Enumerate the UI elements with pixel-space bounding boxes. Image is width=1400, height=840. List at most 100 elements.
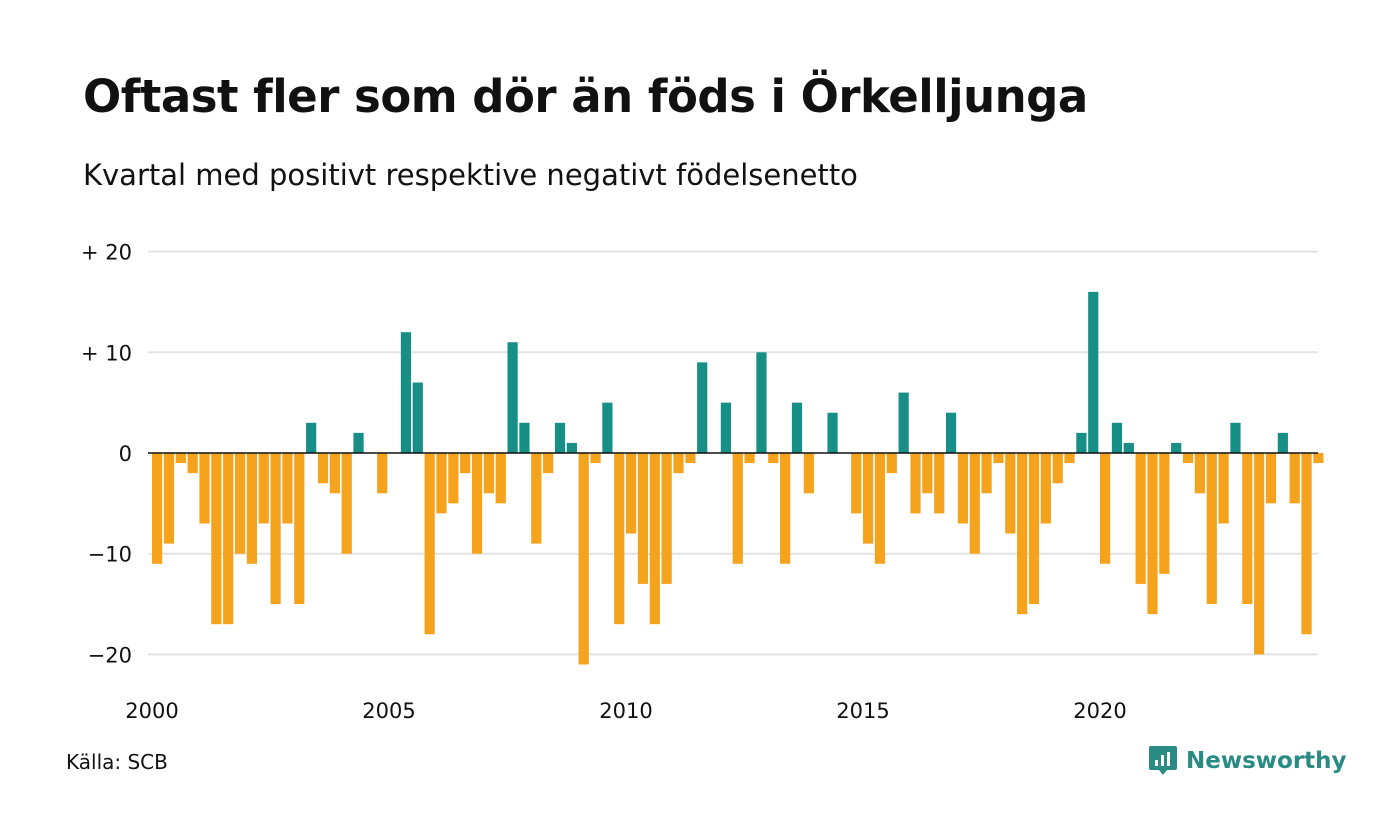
bar	[1206, 453, 1217, 605]
bar	[1052, 453, 1063, 484]
bar	[543, 453, 554, 474]
bar	[993, 453, 1004, 464]
bar	[637, 453, 649, 584]
bar	[175, 453, 186, 464]
bar	[851, 453, 862, 514]
bar	[768, 453, 779, 464]
bar	[756, 352, 767, 453]
bar	[661, 453, 672, 584]
bar	[1040, 453, 1051, 524]
bar	[187, 453, 198, 474]
brand-logo: Newsworthy	[1148, 744, 1347, 778]
bar	[471, 453, 483, 554]
bar	[436, 453, 447, 514]
bar	[519, 422, 530, 453]
bar	[246, 453, 257, 564]
x-tick-label: 2005	[362, 699, 415, 723]
x-tick-label: 2010	[599, 699, 652, 723]
bar	[495, 453, 506, 504]
x-tick-label: 2000	[125, 699, 178, 723]
bar	[732, 453, 743, 564]
bar	[483, 453, 494, 494]
bar	[1277, 432, 1288, 453]
bar	[602, 402, 613, 453]
bar	[258, 453, 269, 524]
bar	[1242, 453, 1253, 605]
bar	[1159, 453, 1170, 574]
bar	[886, 453, 897, 474]
bar	[282, 453, 293, 524]
bar	[460, 453, 471, 474]
bar	[507, 342, 518, 453]
brand-name: Newsworthy	[1186, 748, 1347, 774]
bar	[448, 453, 459, 504]
bar	[945, 412, 957, 453]
bar	[910, 453, 921, 514]
bar	[400, 332, 412, 453]
bar	[1123, 442, 1134, 453]
bar	[673, 453, 684, 474]
bar	[590, 453, 601, 464]
bar	[1100, 453, 1111, 564]
source-note: Källa: SCB	[66, 750, 168, 774]
bar	[1218, 453, 1229, 524]
bar	[969, 453, 980, 554]
bar	[1028, 453, 1040, 605]
bar	[791, 402, 803, 453]
bar	[957, 453, 968, 524]
bar	[1171, 442, 1182, 453]
bar	[317, 453, 329, 484]
bar	[1313, 453, 1324, 464]
bar	[377, 453, 388, 494]
bar	[981, 453, 992, 494]
bar	[578, 453, 589, 665]
bar	[223, 453, 234, 625]
bar	[697, 362, 708, 453]
bar	[863, 453, 874, 544]
bar	[1230, 422, 1241, 453]
y-tick-label: −10	[88, 543, 132, 567]
bar	[1147, 453, 1158, 615]
bar	[1289, 453, 1300, 504]
y-axis-labels: + 20 + 10 0 −10 −20	[81, 241, 132, 668]
bar	[649, 453, 660, 625]
bar	[329, 453, 340, 494]
bar	[211, 453, 222, 625]
bar	[270, 453, 281, 605]
bar	[827, 412, 838, 453]
bar	[234, 453, 246, 554]
bar	[614, 453, 625, 625]
chart-title: Oftast fler som dör än föds i Örkelljung…	[83, 70, 1088, 123]
bar	[1254, 453, 1265, 655]
bar	[922, 453, 933, 494]
newsworthy-logo-icon	[1149, 746, 1177, 775]
bar	[199, 453, 210, 524]
bar	[294, 453, 305, 605]
bar	[341, 453, 352, 554]
y-tick-label: + 10	[81, 341, 132, 365]
x-axis-labels: 2000 2005 2010 2015 2020	[125, 699, 1126, 723]
x-tick-label: 2015	[836, 699, 889, 723]
bar	[306, 422, 317, 453]
bars	[148, 291, 1324, 665]
y-tick-label: 0	[119, 442, 132, 466]
bar	[566, 442, 577, 453]
bar	[163, 453, 175, 544]
bar	[1111, 422, 1123, 453]
bar	[353, 432, 364, 453]
bar	[1135, 453, 1146, 584]
bar	[412, 382, 423, 453]
bar	[1064, 453, 1075, 464]
bar	[1076, 432, 1087, 453]
bar	[685, 453, 696, 464]
bar	[780, 453, 791, 564]
y-tick-label: −20	[88, 643, 132, 667]
bar	[1301, 453, 1312, 635]
bar	[934, 453, 945, 514]
bar	[720, 402, 731, 453]
bar	[554, 422, 566, 453]
chart-subtitle: Kvartal med positivt respektive negativt…	[83, 158, 858, 192]
bar	[744, 453, 755, 464]
bar	[1005, 453, 1016, 534]
